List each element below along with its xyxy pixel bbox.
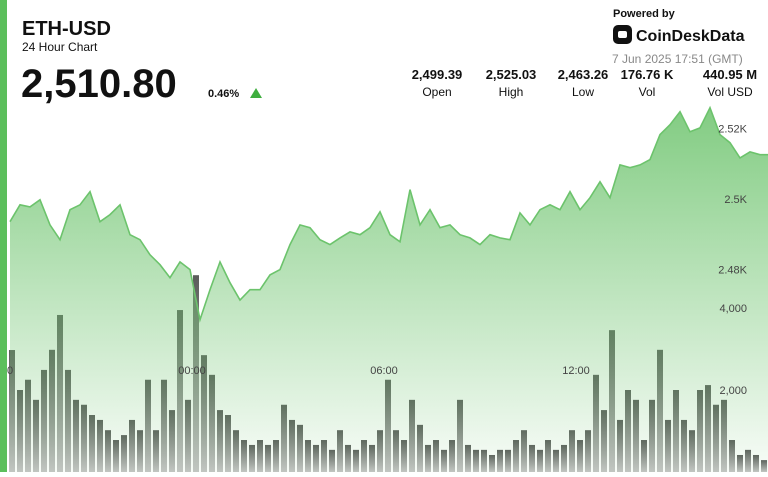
price: 2,510.80	[21, 62, 177, 106]
x-tick-label: 00:00	[178, 365, 206, 377]
stat-value: 440.95 M	[703, 67, 757, 82]
accent-bar	[0, 0, 7, 472]
stat-value: 2,499.39	[412, 67, 463, 82]
price-line	[9, 105, 768, 323]
y-tick-label: 2.5K	[724, 194, 747, 206]
stat-label: Vol USD	[707, 85, 753, 99]
stats: 2,499.39 Open 2,525.03 High 2,463.26 Low 176.7…	[412, 67, 757, 99]
x-tick-label: 0	[7, 365, 13, 377]
powered-by: Powered by	[613, 8, 676, 20]
stat-value: 2,463.26	[558, 67, 609, 82]
y-tick-label: 2,000	[719, 385, 747, 397]
stat-label: Vol	[639, 85, 656, 99]
subtitle: 24 Hour Chart	[22, 40, 98, 54]
stat-value: 176.76 K	[621, 67, 674, 82]
change: 0.46%	[208, 88, 239, 100]
up-arrow	[250, 88, 262, 98]
stat-value: 2,525.03	[486, 67, 537, 82]
y-tick-label: 4,000	[719, 303, 747, 315]
stat-label: Low	[572, 85, 594, 99]
brand: CoinDeskData	[636, 28, 745, 45]
x-tick-label: 12:00	[562, 365, 590, 377]
price-area	[10, 107, 768, 472]
stat-label: Open	[422, 85, 451, 99]
x-tick-label: 06:00	[370, 365, 398, 377]
symbol: ETH-USD	[22, 18, 111, 40]
y-tick-label: 2.48K	[718, 264, 747, 276]
y-tick-label: 2.52K	[718, 123, 747, 135]
tick-labels: 2.48K 2.5K 2.52K 0 00:00 06:00 12:00 2,000 4,000	[7, 123, 748, 397]
plot-area	[9, 105, 768, 472]
stat-label: High	[499, 85, 524, 99]
timestamp: 7 Jun 2025 17:51 (GMT)	[612, 52, 743, 66]
brand-icon-inner	[618, 31, 627, 38]
